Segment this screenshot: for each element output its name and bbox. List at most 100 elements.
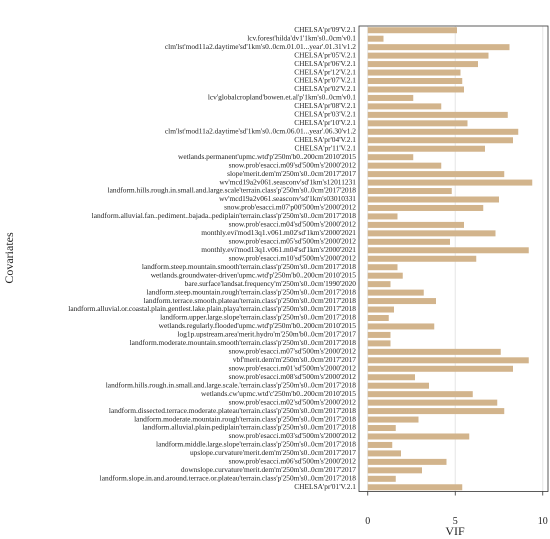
bar [367,281,391,288]
bar [367,27,457,34]
y-tick-label: wetlands.permanent'upmc.wtd'p'250m'b0..2… [178,152,356,161]
bar [367,391,473,398]
bar [367,145,485,152]
y-tick-label: CHELSA'pr'06'V.2.1 [294,59,356,68]
y-tick-label: snow.prob'esacci.m02'sd'500m's'2000'2012 [229,397,357,406]
y-tick-label: wetlands.cw'upmc.wtd'c'250m'b0..200cm'20… [201,389,356,398]
x-axis-label: VIF [445,524,465,538]
bar [367,111,508,118]
y-tick-label: landform.alluvial.fan..pediment..bajada.… [92,211,357,220]
y-tick-label: CHELSA'pr'07'V.2.1 [294,76,356,85]
bar [367,213,398,220]
bar [367,255,477,262]
x-tick-label: 0 [365,516,370,527]
bar [367,382,429,389]
bar [367,44,510,51]
bar [367,69,461,76]
plot-frame [358,25,549,492]
bar [367,441,393,448]
y-tick-label: landform.steep.mountain.rough'terrain.cl… [146,287,356,296]
bar [367,103,442,110]
bar [367,289,424,296]
y-tick-label: vbf'merit.dem'm'250m's0..0cm'2017'2017 [233,355,356,364]
bar [367,196,499,203]
y-tick-label: downslope.curvature'merit.dem'm'250m's0.… [181,465,356,474]
bar [367,35,384,42]
bar [367,484,463,491]
bar [367,221,464,228]
y-tick-label: lcv'globalcropland'bowen.et.al'p'1km's0.… [208,93,356,102]
x-tick-label: 5 [453,516,458,527]
bar [367,475,396,482]
y-tick-label: CHELSA'pr'09'V.2.1 [294,25,356,34]
y-tick-label: landform.steep.mountain.smooth'terrain.c… [142,262,356,271]
bar [367,306,394,313]
y-tick-label: slope'merit.dem'm'250m's0..0cm'2017'2017 [227,169,356,178]
bar [367,238,450,245]
y-tick-label: wv'mcd19a2v061.seasconv'sd'1km's12011231 [219,177,356,186]
y-tick-label: CHELSA'pr'08'V.2.1 [294,101,356,110]
bar [367,365,513,372]
bar [367,154,414,161]
y-tick-label: snow.prob'esacci.m03'sd'500m's'2000'2012 [229,431,357,440]
bar [367,162,442,169]
y-tick-label: landform.hills.rough.in.small.and.large.… [106,380,357,389]
y-tick-label: snow.prob'esacci.m06'sd'500m's'2000'2012 [229,457,357,466]
y-tick-label: landform.moderate.mountain.rough'terrain… [134,414,356,423]
y-tick-label: CHELSA'pr'12'V.2.1 [294,67,356,76]
bar [367,450,401,457]
y-tick-label: landform.alluvial.or.coastal.plain.gentl… [68,304,356,313]
y-tick-label: wetlands.regularly.flooded'upmc.wtd'p'25… [159,321,357,330]
bar [367,120,468,127]
bar [367,331,391,338]
y-tick-label: upslope.curvature'merit.dem'm'250m's0..0… [190,448,356,457]
bar [367,433,470,440]
bar [367,357,529,364]
bar [367,340,391,347]
bar [367,458,447,465]
y-tick-label: CHELSA'pr'01'V.2.1 [294,482,356,491]
y-tick-label: CHELSA'pr'02'V.2.1 [294,84,356,93]
y-tick-label: landform.alluvial.plain.pediplain'terrai… [142,423,356,432]
y-tick-label: monthly.evi'mod13q1.v061.m02'sd'1km's'20… [201,228,356,237]
bar [367,230,496,237]
bar [367,425,396,432]
bar [367,94,414,101]
y-tick-label: snow.prob'esacci.m10'sd'500m's'2000'2012 [229,253,357,262]
y-axis-label: Covariates [2,232,16,284]
y-tick-label: clm'lst'mod11a2.daytime'sd'1km's0..0cm.0… [165,42,356,51]
bar [367,188,452,195]
bar [367,52,489,59]
bar [367,86,464,93]
y-tick-label: lcv.forest'hilda'dv1'1km's0..0cm'v0.1 [247,33,356,42]
y-tick-label: landform.terrace.smooth.plateau'terrain.… [144,296,357,305]
bar [367,416,419,423]
y-tick-label: landform.hills.rough.in.small.and.large.… [108,186,357,195]
y-tick-label: bare.surface'landsat.frequency'm'250m's0… [185,279,357,288]
x-tick-label: 10 [538,516,548,527]
y-tick-label: landform.moderate.mountain.smooth'terrai… [130,338,357,347]
y-tick-label: snow.prob'esacci.m07'p00'500m's'2000'201… [224,203,356,212]
y-tick-label: wetlands.groundwater-driven'upmc.wtd'p'2… [151,270,357,279]
bar [367,247,529,254]
y-tick-label: CHELSA'pr'11'V.2.1 [295,143,357,152]
y-tick-label: snow.prob'esacci.m07'sd'500m's'2000'2012 [229,347,357,356]
y-tick-label: CHELSA'pr'10'V.2.1 [294,118,356,127]
y-tick-label: snow.prob'esacci.m01'sd'500m's'2000'2012 [229,363,357,372]
y-tick-label: snow.prob'esacci.m08'sd'500m's'2000'2012 [229,372,357,381]
bar [367,399,498,406]
y-tick-label: clm'lst'mod11a2.daytime'sd'1km's0..0cm.0… [165,126,356,135]
y-tick-label: landform.dissected.terrace.moderate.plat… [109,406,356,415]
bar [367,61,478,68]
bar [367,272,403,279]
bar [367,374,415,381]
bar [367,179,533,186]
bar [367,128,519,135]
bar [367,137,513,144]
y-tick-label: monthly.evi'mod13q1.v061.m04'sd'1km's'20… [201,245,356,254]
bar [367,348,501,355]
y-tick-label: CHELSA'pr'05'V.2.1 [294,50,356,59]
y-tick-label: CHELSA'pr'04'V.2.1 [294,135,356,144]
bar [367,314,389,321]
